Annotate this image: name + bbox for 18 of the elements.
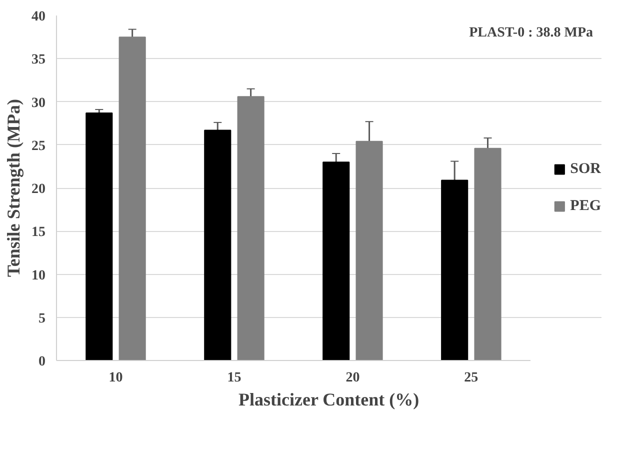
annotation: PLAST-0 : 38.8 MPa [469, 26, 594, 40]
legend-label: PEG [570, 198, 601, 214]
y-tick-label: 10 [32, 268, 46, 284]
legend-label: SOR [570, 160, 601, 178]
y-tick-label: 5 [38, 311, 46, 326]
y-axis-title: Tensile Strength (MPa) [4, 98, 24, 277]
y-tick-label: 25 [32, 138, 46, 154]
y-tick-label: 20 [32, 182, 46, 197]
y-tick-label: 15 [32, 225, 46, 240]
y-tick-label: 35 [32, 52, 46, 68]
y-tick-label: 0 [38, 354, 46, 370]
x-axis-title: Plasticizer Content (%) [238, 390, 420, 410]
x-tick-label: 15 [227, 370, 242, 386]
y-tick-label: 30 [32, 96, 46, 111]
x-tick-label: 10 [108, 370, 123, 386]
x-tick-label: 25 [464, 370, 478, 386]
x-tick-label: 20 [346, 370, 360, 386]
y-tick-label: 40 [32, 10, 46, 24]
